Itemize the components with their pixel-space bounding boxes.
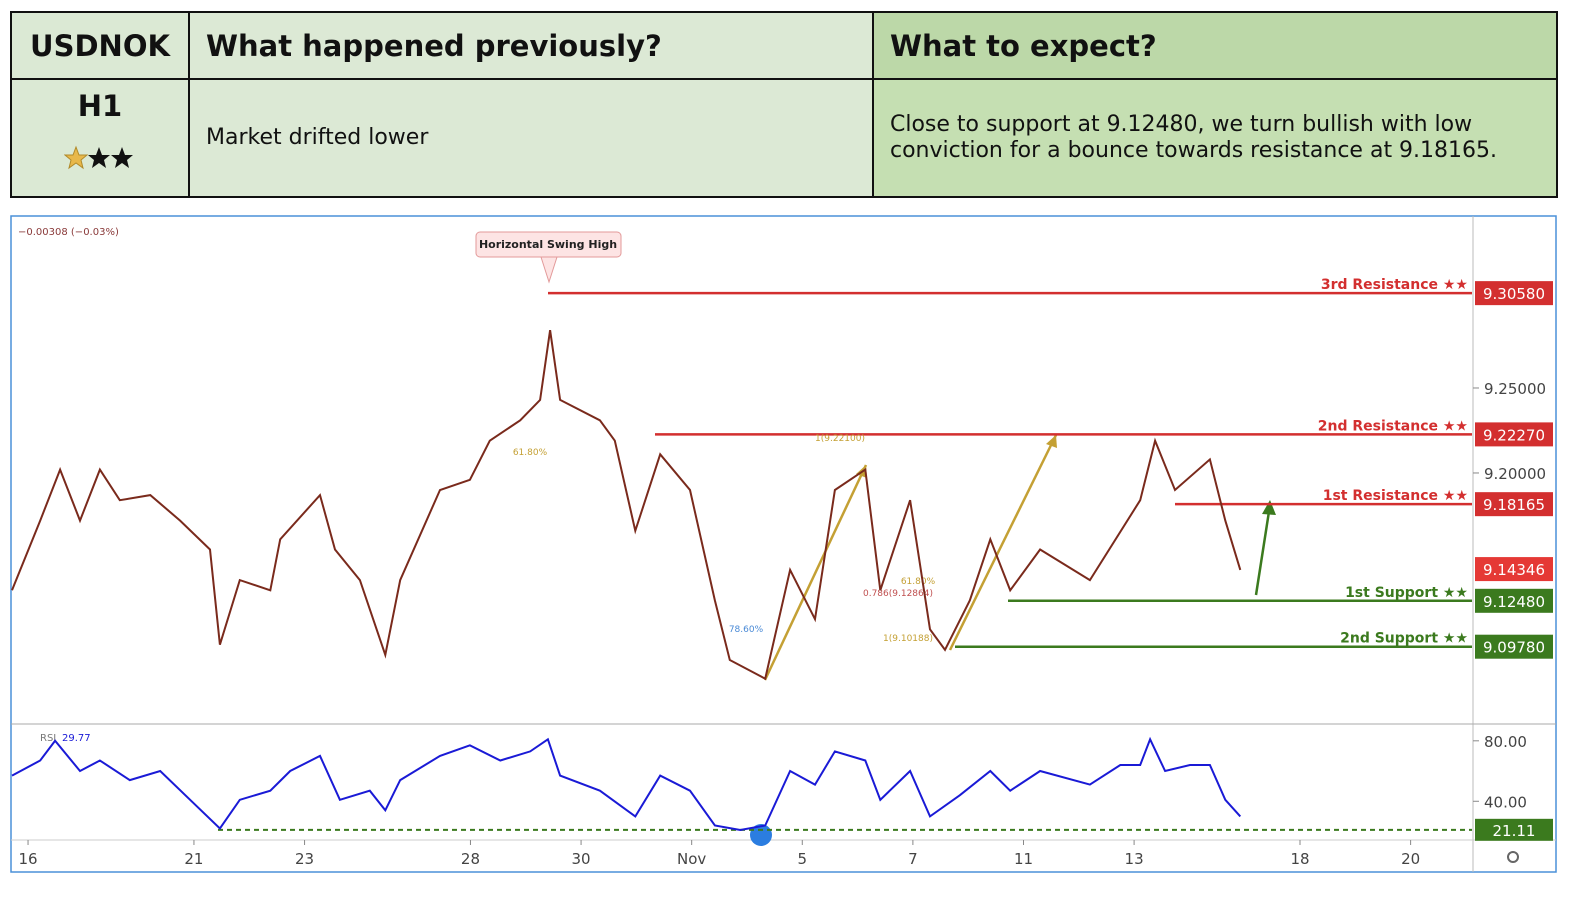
series-line xyxy=(11,736,1242,832)
level-value-box xyxy=(1475,281,1553,306)
level-value-box xyxy=(1475,492,1553,517)
x-tick-label: 11 xyxy=(1014,850,1033,868)
previous-text: Market drifted lower xyxy=(188,78,874,198)
previous-title: What happened previously? xyxy=(188,11,874,80)
level-name: 1st Support ★★ xyxy=(1345,585,1468,601)
x-tick-label: 16 xyxy=(18,850,37,868)
y-tick-label: 9.20000 xyxy=(1484,465,1546,483)
expect-text: Close to support at 9.12480, we turn bul… xyxy=(872,78,1558,198)
y-tick-label: 9.25000 xyxy=(1484,380,1546,398)
rsi-level-box xyxy=(1475,818,1553,841)
annotation: 0.786(9.12864) xyxy=(863,589,933,599)
level-value-box xyxy=(1475,422,1553,447)
chart-frame xyxy=(10,215,1557,873)
level-value: 9.18165 xyxy=(1483,496,1545,514)
level-value: 9.22270 xyxy=(1483,426,1545,444)
fib-arrow xyxy=(948,434,1058,651)
fib-arrow xyxy=(763,464,868,681)
y-tick-label: 80.00 xyxy=(1484,733,1527,751)
level-name: 2nd Resistance ★★ xyxy=(1318,418,1468,434)
level-name: 2nd Support ★★ xyxy=(1340,631,1468,647)
level-value: 9.09780 xyxy=(1483,639,1545,657)
annotation: 78.60% xyxy=(729,625,764,635)
level-value-box xyxy=(1475,634,1553,659)
level-name: 1st Resistance ★★ xyxy=(1323,488,1468,504)
x-tick-label: 20 xyxy=(1401,850,1420,868)
expect-title: What to expect? xyxy=(872,11,1558,80)
y-tick-label: 40.00 xyxy=(1484,793,1527,811)
callout-pointer xyxy=(540,256,558,284)
level-value: 9.30580 xyxy=(1483,285,1545,303)
x-tick-label: 21 xyxy=(184,850,203,868)
toolbar-button[interactable] xyxy=(750,824,772,846)
arrow-head xyxy=(1262,500,1276,515)
annotation: 61.80% xyxy=(901,577,936,587)
annotation: Horizontal Swing High xyxy=(479,238,617,251)
change-label: −0.00308 (−0.03%) xyxy=(18,227,119,238)
level-value: 9.12480 xyxy=(1483,593,1545,611)
x-tick-label: 30 xyxy=(572,850,591,868)
x-tick-label: 5 xyxy=(798,850,808,868)
series-line xyxy=(11,330,1242,681)
arrow-head xyxy=(1046,435,1057,448)
level-value-box xyxy=(1475,588,1553,613)
x-tick-label: 18 xyxy=(1290,850,1309,868)
x-tick-label: Nov xyxy=(677,850,706,868)
x-tick-label: 7 xyxy=(908,850,918,868)
arrows xyxy=(750,434,1519,863)
timeframe-cell: H1 xyxy=(10,78,190,198)
level-name: 3rd Resistance ★★ xyxy=(1321,277,1468,293)
rsi-level-value: 21.11 xyxy=(1493,822,1536,840)
current-price: 9.14346 xyxy=(1483,561,1545,579)
annotation: 61.80% xyxy=(513,448,548,458)
x-tick-label: 23 xyxy=(295,850,314,868)
current-price-box xyxy=(1475,557,1553,582)
settings-icon[interactable] xyxy=(1507,851,1519,863)
rating-stars xyxy=(63,145,133,170)
bounce-arrow xyxy=(1254,504,1272,596)
indicator-name: RSI xyxy=(40,733,56,744)
annotation: 1(9.10188) xyxy=(883,634,933,644)
symbol: USDNOK xyxy=(10,11,190,80)
annotation: 1(9.22100) xyxy=(815,434,865,444)
indicator-value: 29.77 xyxy=(62,733,91,744)
timeframe: H1 xyxy=(77,89,123,123)
header-table: USDNOK What happened previously? What to… xyxy=(10,11,1558,198)
x-tick-label: 28 xyxy=(461,850,480,868)
x-tick-label: 13 xyxy=(1125,850,1144,868)
